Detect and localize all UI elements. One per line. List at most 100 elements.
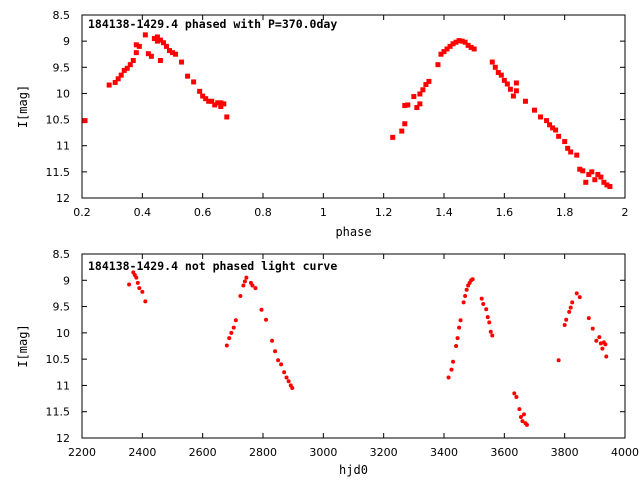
panel2-data-point xyxy=(457,325,462,330)
panel1-y-tick-label: 9 xyxy=(63,35,70,48)
panel1-data-point xyxy=(112,79,118,85)
panel1-data-point xyxy=(170,50,175,56)
panel2-x-tick-label: 3800 xyxy=(551,446,579,459)
panel2-data-point xyxy=(470,277,475,282)
panel1-chart-title: 184138-1429.4 phased with P=370.0day xyxy=(88,17,337,31)
panel2-data-point xyxy=(521,412,526,417)
panel2-data-point xyxy=(600,346,605,351)
panel2-data-point xyxy=(586,316,591,321)
panel2-y-tick-label: 8.5 xyxy=(53,248,71,261)
panel2-x-axis-label: hjd0 xyxy=(339,463,368,477)
panel2-y-tick-label: 10 xyxy=(56,327,70,340)
panel2-x-tick-label: 3400 xyxy=(430,446,458,459)
panel1-data-point xyxy=(221,101,227,107)
panel2-y-tick-label: 12 xyxy=(56,432,70,445)
panel2-data-point xyxy=(290,386,295,391)
panel1-data-point xyxy=(444,46,450,52)
panel1-data-point xyxy=(532,107,537,113)
panel1-data-point xyxy=(495,70,501,76)
panel2-data-point xyxy=(127,282,132,287)
panel2-x-tick-label: 2400 xyxy=(128,446,156,459)
panel2-data-point xyxy=(564,317,569,322)
panel1-data-point xyxy=(405,102,411,108)
panel1-x-tick-label: 2 xyxy=(622,206,629,219)
panel1-x-tick-label: 0.2 xyxy=(73,206,91,219)
panel2-data-point xyxy=(253,286,258,291)
panel1-data-point xyxy=(513,80,519,86)
panel1-x-tick-label: 1 xyxy=(320,206,327,219)
panel1-y-tick-label: 10 xyxy=(56,87,70,100)
panel1-data-point xyxy=(215,100,221,106)
panel2-data-point xyxy=(244,275,249,280)
panel1-data-point xyxy=(438,51,444,57)
panel1-x-axis-label: phase xyxy=(335,225,371,239)
panel1-data-point xyxy=(547,122,553,128)
panel2-x-tick-label: 3000 xyxy=(309,446,337,459)
panel1-data-point xyxy=(145,51,151,57)
panel2-data-point xyxy=(604,354,609,359)
panel1-data-point xyxy=(544,118,550,124)
panel1-y-tick-label: 10.5 xyxy=(46,114,71,127)
panel1-data-point xyxy=(492,64,498,70)
panel1-y-tick-label: 12 xyxy=(56,192,70,205)
panel2-x-tick-label: 2600 xyxy=(189,446,217,459)
panel1-data-point xyxy=(507,86,513,92)
panel2-data-point xyxy=(233,318,238,323)
panel1-data-point xyxy=(118,72,124,78)
panel1-data-point xyxy=(224,114,230,120)
panel1-data-point xyxy=(133,42,139,48)
panel1-y-tick-label: 9.5 xyxy=(53,61,71,74)
panel1-x-tick-label: 1.2 xyxy=(375,206,393,219)
panel2-data-point xyxy=(140,289,145,294)
panel1-data-point xyxy=(489,59,495,65)
panel2-data-point xyxy=(231,325,236,330)
panel1-data-point xyxy=(124,65,130,71)
panel1-y-axis-label: I[mag] xyxy=(16,85,30,128)
panel1-data-point xyxy=(465,42,471,48)
panel2-data-point xyxy=(279,362,284,367)
panel1-data-point xyxy=(133,50,139,56)
panel1-y-tick-label: 11 xyxy=(56,140,70,153)
panel1-data-point xyxy=(589,169,595,175)
panel2-data-point xyxy=(270,338,275,343)
panel2-data-point xyxy=(570,300,575,305)
panel1-data-point xyxy=(417,91,423,97)
panel1-data-point xyxy=(218,104,224,109)
panel1-data-point xyxy=(157,57,163,63)
panel1-plot-frame xyxy=(81,14,626,199)
panel1-data-point xyxy=(154,34,160,40)
panel1-data-point xyxy=(106,82,112,88)
panel1-data-point xyxy=(151,36,157,42)
panel1-data-point xyxy=(414,105,420,111)
panel1-x-tick-label: 0.8 xyxy=(254,206,272,219)
panel2-y-tick-label: 11 xyxy=(56,379,70,392)
panel2-chart-title: 184138-1429.4 not phased light curve xyxy=(88,259,337,273)
panel2-data-point xyxy=(134,275,139,280)
panel2-data-point xyxy=(568,305,573,310)
panel1-data-point xyxy=(468,44,474,50)
panel1-data-point xyxy=(209,98,215,104)
panel1-y-tick-label: 11.5 xyxy=(46,166,71,179)
panel1-data-point xyxy=(200,93,206,99)
panel1-x-tick-label: 1.6 xyxy=(496,206,514,219)
panel1-data-point xyxy=(127,62,133,68)
panel2-data-point xyxy=(284,375,289,380)
panel2-data-point xyxy=(454,344,459,348)
panel2-data-point xyxy=(514,394,519,399)
panel1-data-point xyxy=(160,40,166,46)
panel1-data-point xyxy=(553,127,559,133)
panel1-data-point xyxy=(203,96,209,102)
panel2-data-point xyxy=(286,379,291,384)
panel1-data-point xyxy=(115,76,121,82)
panel2-y-tick-label: 9 xyxy=(63,274,70,287)
panel2-data-point xyxy=(229,330,234,335)
panel2-data-point xyxy=(524,422,529,427)
panel1-data-point xyxy=(595,171,601,177)
panel2-data-point xyxy=(273,349,278,354)
panel2-data-point xyxy=(597,335,602,340)
panel1-data-point xyxy=(154,38,160,44)
panel2-data-point xyxy=(135,280,140,285)
panel2-data-point xyxy=(556,358,561,363)
panel1-data-point xyxy=(420,87,426,93)
panel2-data-point xyxy=(250,283,255,288)
